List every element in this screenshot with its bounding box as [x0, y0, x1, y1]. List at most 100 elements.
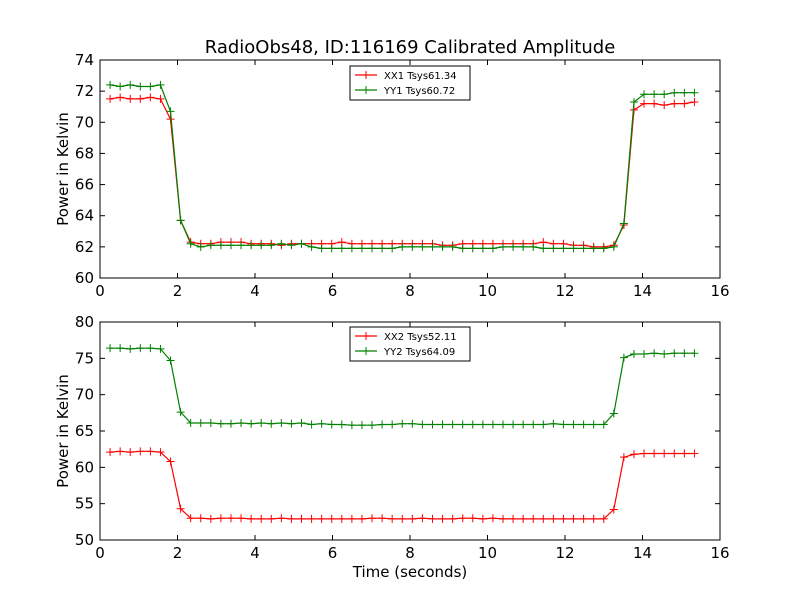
- chart-2-series-1-point: [136, 447, 145, 456]
- chart-2-y-tick-label: 70: [75, 386, 94, 404]
- chart-1-series-1-point: [126, 94, 135, 103]
- chart-1-series-2-point: [690, 88, 699, 97]
- chart-2-series-1-point: [519, 514, 528, 523]
- chart-2-series-1-point: [247, 514, 256, 523]
- chart-1-series-2-point: [116, 82, 125, 91]
- chart-2-series-2-point: [297, 419, 306, 428]
- chart-1-y-tick-label: 72: [75, 82, 94, 100]
- chart-1-series-2-point: [660, 90, 669, 99]
- chart-1-series-1-point: [116, 93, 125, 102]
- chart-1-series-2-point: [307, 242, 316, 251]
- chart-2-series-2-point: [529, 420, 538, 429]
- chart-2-series-1-point: [337, 514, 346, 523]
- chart-2-series-2-point: [488, 420, 497, 429]
- chart-1-series-1-point: [680, 99, 689, 108]
- chart-2-series-1-point: [388, 514, 397, 523]
- chart-1-y-tick-label: 74: [75, 51, 94, 69]
- chart-2-series-1-point: [488, 514, 497, 523]
- chart-1-x-tick-label: 6: [328, 282, 338, 300]
- chart-1-series-2-point: [408, 242, 417, 251]
- chart-2-series-2-point: [398, 419, 407, 428]
- chart-2-series-1-point: [640, 449, 649, 458]
- chart-2-x-tick-label: 10: [478, 544, 497, 562]
- chart-1-series-2-point: [337, 244, 346, 253]
- chart-2-series-1-point: [650, 449, 659, 458]
- chart-2-series-2-point: [478, 420, 487, 429]
- chart-1-y-axis-label: Power in Kelvin: [54, 112, 72, 226]
- chart-2-series-2-point: [136, 344, 145, 353]
- chart-2-series-2-point: [388, 420, 397, 429]
- chart-2-series-2-point: [237, 419, 246, 428]
- chart-2-series-2-point: [307, 420, 316, 429]
- chart-2-series-2-point: [196, 419, 205, 428]
- chart-2-series-1-point: [428, 514, 437, 523]
- chart-1-x-tick-label: 8: [405, 282, 415, 300]
- chart-1-series-2-point: [619, 219, 628, 228]
- chart-2-series-2-point: [418, 420, 427, 429]
- chart-2-legend-box: [349, 326, 471, 362]
- chart-1-series-2-point: [559, 244, 568, 253]
- chart-1-series-2-point: [287, 241, 296, 250]
- chart-2-frame: [99, 321, 721, 541]
- chart-1-series-1-point: [670, 99, 679, 108]
- chart-1-series-2-point: [458, 244, 467, 253]
- chart-2-y-tick-label: 80: [75, 313, 94, 331]
- chart-1-x-tick-label: 14: [633, 282, 652, 300]
- chart-2-series-2-point: [579, 420, 588, 429]
- chart-1-series-2-point: [378, 244, 387, 253]
- chart-2-series-1-point: [206, 514, 215, 523]
- chart-2-series-1-point: [378, 514, 387, 523]
- chart-2-series-1-point: [408, 514, 417, 523]
- chart-1-y-tick-label: 60: [75, 269, 94, 287]
- chart-2-series-2-point: [599, 420, 608, 429]
- chart-2-series-2-point: [589, 420, 598, 429]
- chart-1-series-2-point: [176, 216, 185, 225]
- chart-2-legend: XX2 Tsys52.11 YY2 Tsys64.09: [349, 326, 471, 362]
- chart-1-series-2-point: [488, 244, 497, 253]
- chart-2-series-1-point: [357, 514, 366, 523]
- chart-1-series-2-point: [418, 242, 427, 251]
- chart-2-legend-marker-1: [362, 332, 370, 340]
- chart-2-series-2-point: [539, 420, 548, 429]
- chart-1-series-2-point: [448, 242, 457, 251]
- chart-2-series-2-point: [559, 420, 568, 429]
- chart-2-series-2-point: [519, 420, 528, 429]
- chart-2-series-2-point: [640, 349, 649, 358]
- figure-title: RadioObs48, ID:116169 Calibrated Amplitu…: [205, 37, 616, 58]
- chart-2-series-1-point: [116, 447, 125, 456]
- chart-1-x-tick-label: 0: [95, 282, 105, 300]
- chart-2-x-tick-label: 0: [95, 544, 105, 562]
- chart-2-series-2-point: [146, 344, 155, 353]
- chart-2-series-1-point: [186, 514, 195, 523]
- chart-1-series-2-point: [589, 244, 598, 253]
- chart-2-series-2-point: [670, 349, 679, 358]
- chart-1-series-2-point: [579, 244, 588, 253]
- chart-2-series-2-point: [499, 420, 507, 429]
- chart-1-legend-marker-2: [362, 86, 370, 94]
- chart-1-series-2-point: [539, 244, 548, 253]
- chart-2-series-2-point: [106, 344, 115, 353]
- chart-2-series-2-point: [357, 421, 366, 430]
- chart-2-series-1-point: [297, 514, 306, 523]
- chart-2-x-tick-label: 14: [633, 544, 652, 562]
- chart-1-series-2-point: [196, 242, 205, 251]
- chart-2-series-2-point: [257, 419, 266, 428]
- chart-2-series-2-point: [438, 420, 447, 429]
- chart-2-series-1-point: [237, 514, 246, 523]
- chart-1-series-2-point: [267, 241, 276, 250]
- chart-2-series-1-point: [438, 514, 447, 523]
- chart-2-series-2-point: [448, 420, 457, 429]
- chart-1-series-2-point: [499, 242, 507, 251]
- chart-1-series-2-point: [629, 98, 638, 107]
- chart-2-series-2-point: [458, 420, 467, 429]
- chart-2-series-2-point: [468, 420, 477, 429]
- chart-1-series-2-point: [136, 82, 145, 91]
- chart-2-y-tick-label: 75: [75, 349, 94, 367]
- chart-1-legend-label-1: XX1 Tsys61.34: [384, 71, 457, 82]
- chart-1-series-1-point: [156, 94, 165, 103]
- chart-1-series-2-point: [388, 244, 397, 253]
- chart-1-series-2-point: [599, 244, 608, 253]
- chart-2-y-tick-label: 65: [75, 422, 94, 440]
- chart-1-y-tick-label: 62: [75, 238, 94, 256]
- chart-1-series-2-point: [237, 241, 246, 250]
